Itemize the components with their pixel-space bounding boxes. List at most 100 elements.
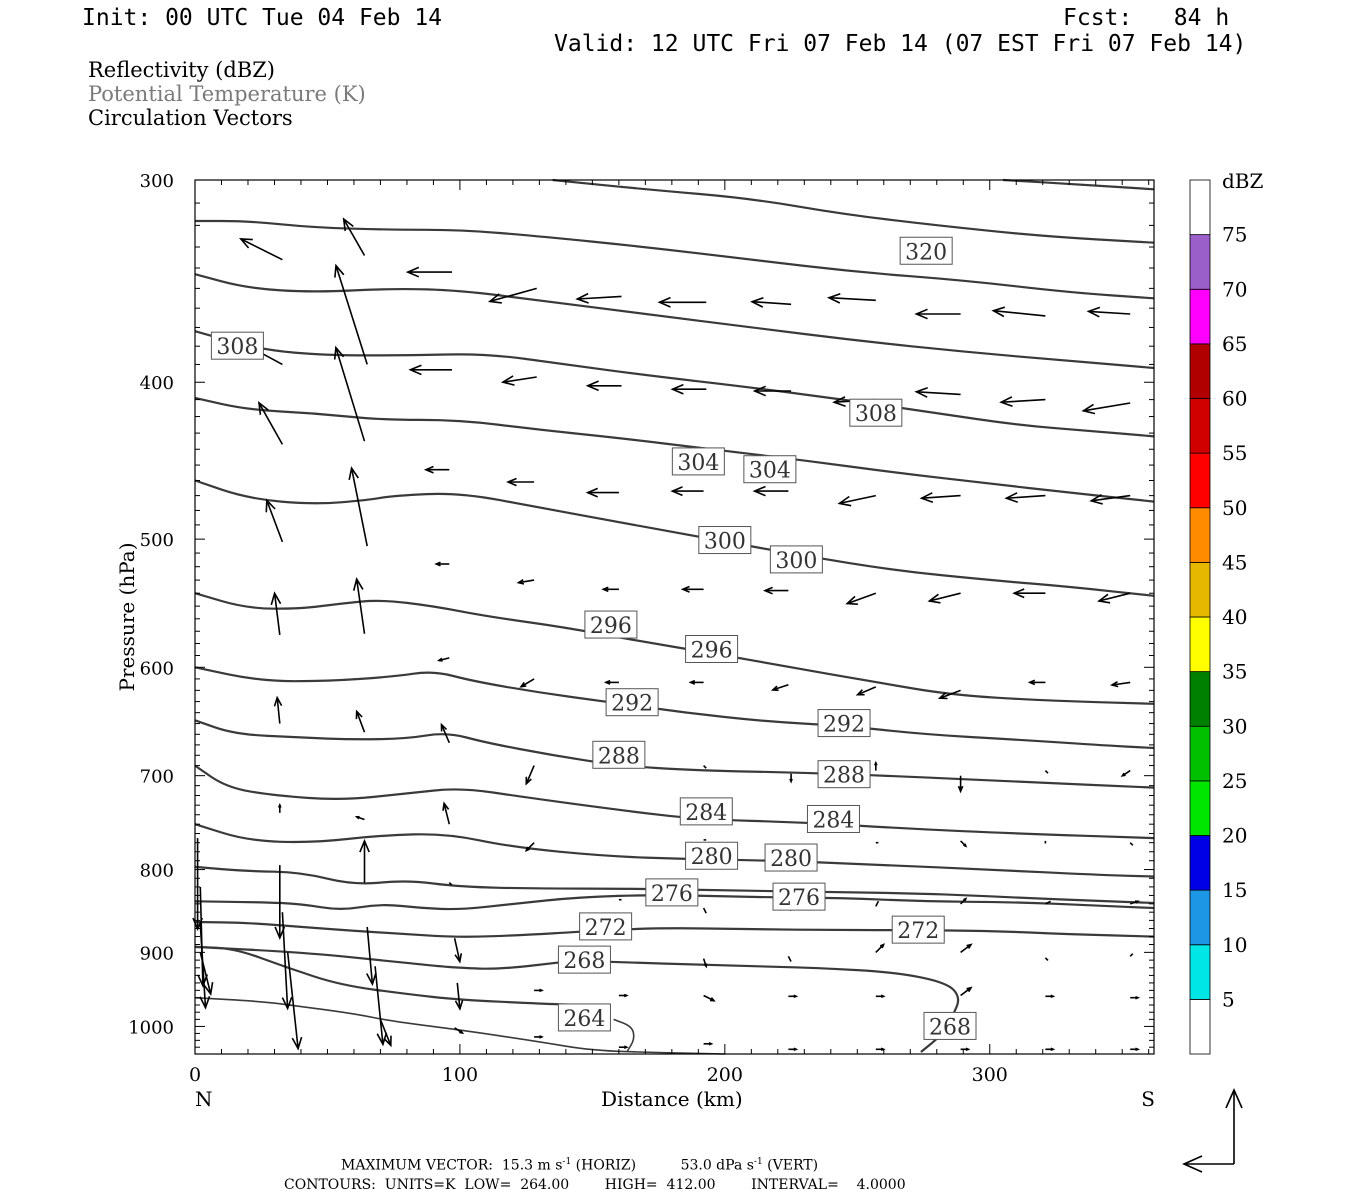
vector-arrowhead bbox=[793, 1047, 799, 1052]
vector-arrowhead bbox=[670, 486, 683, 497]
vector-arrowhead bbox=[919, 492, 934, 503]
vector-arrowhead bbox=[832, 396, 846, 407]
colorbar-swatch bbox=[1189, 288, 1211, 345]
max-vector-mid: (HORIZ) 53.0 dPa s bbox=[571, 1157, 754, 1174]
vector-arrowhead bbox=[383, 1035, 392, 1048]
colorbar-swatch bbox=[1189, 780, 1211, 836]
vector-arrowhead bbox=[991, 306, 1006, 318]
y-tick-label: 900 bbox=[140, 943, 174, 964]
y-tick-label: 500 bbox=[140, 530, 174, 551]
colorbar-label: 25 bbox=[1222, 769, 1247, 793]
circulation-vector bbox=[281, 912, 289, 1009]
vector-arrowhead bbox=[703, 963, 708, 969]
circulation-vectors bbox=[192, 217, 1141, 1052]
contour-label-box bbox=[772, 882, 826, 911]
vector-arrowhead bbox=[999, 396, 1013, 407]
vector-arrowhead bbox=[454, 999, 464, 1011]
contour-label: 268 bbox=[929, 1015, 971, 1040]
colorbar-swatch bbox=[1189, 561, 1211, 618]
x-axis-title: Distance (km) bbox=[601, 1087, 743, 1111]
init-time: Init: 00 UTC Tue 04 Feb 14 bbox=[82, 5, 443, 31]
contour-label: 292 bbox=[611, 692, 653, 717]
x-tick-label: 300 bbox=[972, 1064, 1008, 1086]
circulation-vector bbox=[787, 955, 792, 962]
vector-arrowhead bbox=[585, 487, 599, 498]
vector-arrowhead bbox=[487, 293, 502, 304]
circulation-vector bbox=[456, 982, 461, 1009]
theta-contour bbox=[552, 178, 1155, 244]
y-tick-label: 400 bbox=[140, 373, 174, 394]
vector-arrowhead bbox=[352, 577, 364, 591]
contour-label: 308 bbox=[216, 335, 258, 360]
circulation-vector bbox=[828, 296, 876, 302]
circulation-vector bbox=[1129, 842, 1134, 846]
y-tick-label: 800 bbox=[140, 861, 174, 882]
vector-arrowhead bbox=[789, 778, 793, 784]
circulation-vector bbox=[335, 265, 368, 365]
vector-arrowhead bbox=[1120, 772, 1126, 777]
vector-arrowhead bbox=[688, 679, 696, 685]
contour-label: 264 bbox=[563, 1007, 605, 1032]
circulation-vector bbox=[1088, 310, 1131, 315]
circulation-vector bbox=[1044, 957, 1049, 961]
vector-arrowhead bbox=[880, 994, 886, 999]
circulation-vector bbox=[266, 500, 284, 543]
colorbar-label: 30 bbox=[1222, 714, 1247, 738]
vector-arrowhead bbox=[762, 586, 773, 595]
colorbar-title: dBZ bbox=[1222, 169, 1264, 193]
vector-arrowhead bbox=[277, 802, 282, 808]
colorbar-label: 60 bbox=[1222, 387, 1247, 411]
y-tick-label: 700 bbox=[140, 767, 174, 788]
vector-arrowhead bbox=[680, 585, 690, 593]
circulation-vector bbox=[772, 683, 789, 691]
vector-arrowhead bbox=[442, 801, 450, 811]
vector-arrowhead bbox=[202, 981, 214, 996]
circulation-vector bbox=[846, 592, 877, 605]
colorbar-swatch bbox=[1189, 616, 1211, 673]
circulation-vector bbox=[921, 494, 961, 499]
vector-arrowhead bbox=[359, 838, 370, 853]
contour-label: 284 bbox=[685, 801, 727, 826]
colorbar-label: 75 bbox=[1222, 223, 1247, 247]
plot-axes: 0 100 200 300 300 400 500 600 700 800 900 1000 N S Dis… bbox=[115, 171, 1155, 1111]
vector-arrowhead bbox=[1050, 994, 1056, 999]
vector-arrowhead bbox=[1135, 1047, 1141, 1052]
theta-contour bbox=[194, 823, 1155, 878]
colorbar-swatch bbox=[1189, 452, 1211, 509]
colorbar-swatch bbox=[1189, 889, 1211, 946]
vector-arrowhead bbox=[601, 586, 609, 593]
contour-label-box bbox=[671, 447, 725, 476]
contour-label: 320 bbox=[905, 240, 947, 265]
circulation-vector bbox=[443, 803, 451, 825]
contour-label: 304 bbox=[749, 459, 791, 484]
colorbar-swatch bbox=[1189, 725, 1211, 782]
colorbar-label: 45 bbox=[1222, 550, 1247, 574]
contour-label: 288 bbox=[598, 744, 640, 769]
circulation-vector bbox=[702, 907, 707, 914]
vector-arrowhead bbox=[1097, 593, 1111, 604]
vector-arrowhead bbox=[752, 385, 767, 397]
circulation-vector bbox=[875, 900, 880, 907]
max-vector-suffix: (VERT) bbox=[762, 1157, 819, 1174]
vector-arrowhead bbox=[914, 387, 928, 398]
contour-label-box bbox=[605, 688, 659, 717]
plot-frame bbox=[194, 179, 1155, 1055]
legend-reflectivity: Reflectivity (dBZ) bbox=[88, 58, 276, 82]
colorbar-label: 20 bbox=[1222, 824, 1247, 848]
circulation-vector bbox=[916, 391, 961, 396]
potential-temperature-contours bbox=[194, 178, 1155, 1055]
contour-label: 272 bbox=[585, 916, 627, 941]
contour-label-box bbox=[806, 804, 860, 833]
x-tick-label: 0 bbox=[189, 1064, 201, 1086]
circulation-vector bbox=[752, 300, 792, 306]
theta-contour bbox=[194, 592, 1155, 705]
colorbar-swatch bbox=[1189, 507, 1211, 563]
vector-arrowhead bbox=[273, 695, 283, 707]
vector-arrowhead bbox=[365, 972, 377, 987]
colorbar-swatch bbox=[1189, 998, 1211, 1055]
vector-arrowhead bbox=[963, 897, 968, 902]
x-tick-label: 100 bbox=[442, 1064, 478, 1086]
contour-label-box bbox=[769, 545, 823, 574]
theta-contour bbox=[194, 666, 1155, 750]
